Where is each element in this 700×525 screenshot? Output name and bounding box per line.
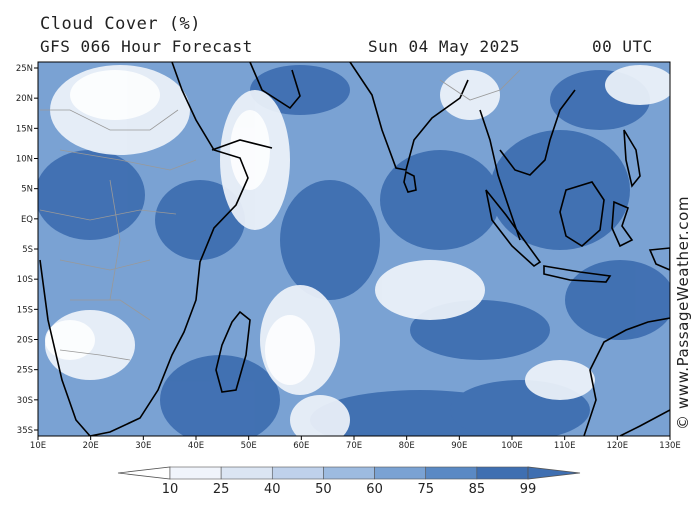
lat-tick-label: 30S: [17, 396, 33, 406]
lat-tick-label: 10N: [16, 155, 33, 165]
colorbar-segment: [169, 466, 222, 480]
lat-tick-label: 10S: [17, 275, 33, 285]
colorbar: 10 25 40 50 60 75 85 99: [117, 466, 581, 497]
lon-tick-label: 70E: [346, 441, 362, 451]
lat-tick-label: 35S: [17, 426, 33, 436]
country-borders: [39, 69, 521, 361]
coastlines: [39, 62, 670, 436]
colorbar-max-arrow: [527, 466, 581, 480]
lat-tick-label: 15N: [16, 124, 33, 134]
lat-tick-label: 5N: [21, 185, 33, 195]
colorbar-label: 10: [162, 482, 179, 497]
colorbar-label: 25: [213, 482, 230, 497]
lon-tick-label: 110E: [554, 441, 576, 451]
colorbar-min-arrow: [117, 466, 171, 480]
model-label: GFS 066 Hour Forecast: [40, 37, 253, 56]
lon-tick-label: 130E: [659, 441, 681, 451]
lat-tick-label: 15S: [17, 305, 33, 315]
colorbar-label: 50: [315, 482, 332, 497]
colorbar-label: 40: [264, 482, 281, 497]
latitude-axis: 25N 20N 15N 10N 5N EQ 5S 10S 15S 20S 25S 30S 35S: [16, 64, 38, 436]
copyright-watermark: © www.PassageWeather.com: [674, 195, 692, 430]
colorbar-segment: [323, 466, 375, 480]
lon-tick-label: 120E: [607, 441, 629, 451]
lon-tick-label: 40E: [188, 441, 204, 451]
lat-tick-label: 25N: [16, 64, 33, 74]
forecast-date: Sun 04 May 2025: [368, 37, 520, 56]
colorbar-segment: [374, 466, 427, 480]
lat-tick-label: 25S: [17, 366, 33, 376]
lat-tick-label: 20S: [17, 336, 33, 346]
lon-tick-label: 50E: [241, 441, 257, 451]
colorbar-segment: [425, 466, 478, 480]
colorbar-segment: [271, 466, 324, 480]
lon-tick-label: 20E: [83, 441, 99, 451]
colorbar-label: 99: [520, 482, 537, 497]
lat-tick-label: 5S: [22, 245, 33, 255]
colorbar-segment: [476, 466, 529, 480]
lon-tick-label: 80E: [399, 441, 415, 451]
lon-tick-label: 10E: [30, 441, 46, 451]
lat-tick-label: EQ: [21, 215, 33, 225]
map-title: Cloud Cover (%): [40, 14, 202, 34]
longitude-axis: 10E 20E 30E 40E 50E 60E 70E 80E 90E 100E 110E 120E 1…: [30, 436, 681, 451]
lon-tick-label: 100E: [501, 441, 523, 451]
colorbar-label: 85: [469, 482, 486, 497]
forecast-time: 00 UTC: [592, 37, 653, 56]
lon-tick-label: 90E: [451, 441, 467, 451]
colorbar-label: 75: [417, 482, 434, 497]
colorbar-segment: [220, 466, 273, 480]
colorbar-label: 60: [366, 482, 383, 497]
lon-tick-label: 60E: [293, 441, 309, 451]
lon-tick-label: 30E: [135, 441, 151, 451]
cloud-field: [38, 62, 670, 436]
lat-tick-label: 20N: [16, 94, 33, 104]
